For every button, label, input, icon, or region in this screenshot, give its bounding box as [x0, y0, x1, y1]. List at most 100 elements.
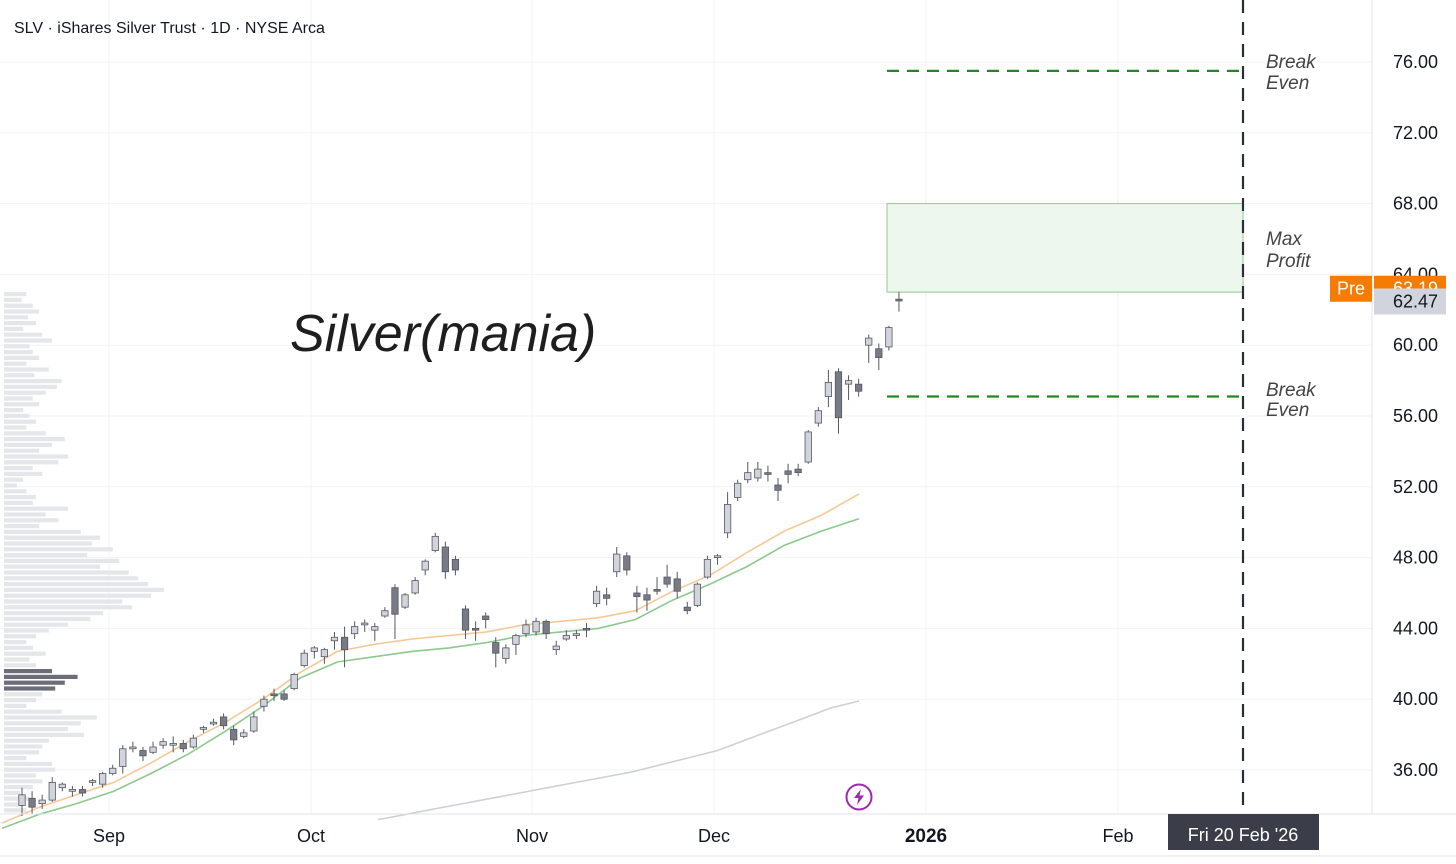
candle: [401, 593, 409, 609]
volume-profile-bar: [4, 599, 123, 604]
y-tick-label: 44.00: [1393, 618, 1438, 638]
candle: [240, 729, 248, 739]
candle-body: [482, 615, 490, 620]
candle: [693, 582, 701, 608]
volume-profile-bar: [4, 576, 139, 581]
volume-profile-bar: [4, 767, 56, 772]
volume-profile-bar: [4, 622, 68, 627]
candle: [209, 718, 218, 726]
candle-body: [633, 592, 641, 597]
candle: [270, 688, 278, 701]
candle: [421, 559, 429, 576]
candle: [351, 621, 359, 640]
volume-profile-bar: [4, 692, 43, 697]
volume-profile-bar: [4, 547, 113, 552]
candle-body: [18, 794, 26, 806]
volume-profile-bar: [4, 454, 68, 459]
candle: [219, 713, 228, 730]
candle: [824, 369, 833, 408]
candle: [381, 607, 389, 618]
candle-body: [28, 797, 36, 808]
candle: [512, 633, 520, 655]
candle-body: [461, 608, 470, 631]
break-even-lower-line1: Break: [1266, 380, 1317, 401]
candle-body: [703, 558, 712, 578]
x-tick-label: 2026: [905, 826, 947, 847]
candle-body: [391, 587, 399, 615]
volume-profile-bar: [4, 332, 43, 337]
expiry-date-tag-bg: [1168, 814, 1319, 850]
volume-profile-bar: [4, 483, 17, 488]
volume-profile-bar: [4, 379, 62, 384]
candle-body: [431, 535, 439, 551]
volume-profile: [4, 292, 164, 813]
candle: [794, 463, 802, 477]
volume-profile-bar: [4, 674, 78, 679]
candle: [703, 555, 712, 579]
candle: [814, 407, 822, 427]
volume-profile-bar: [4, 315, 28, 320]
candle-body: [734, 482, 742, 498]
candle-body: [542, 620, 550, 635]
volume-profile-bar: [4, 431, 46, 436]
y-tick-label: 68.00: [1393, 194, 1438, 214]
annotation-text[interactable]: Silver(mania): [290, 305, 596, 363]
volume-profile-bar: [4, 703, 27, 708]
candle: [179, 739, 187, 753]
candle-body: [320, 649, 329, 658]
lightning-icon[interactable]: [845, 783, 873, 811]
volume-profile-bar: [4, 442, 52, 447]
volume-profile-bar: [4, 413, 30, 418]
candle-body: [159, 741, 167, 746]
candle: [451, 555, 460, 576]
volume-profile-bar: [4, 309, 40, 314]
time-axis[interactable]: Sep Oct Nov Dec 2026 Feb: [93, 826, 1134, 847]
candle: [119, 745, 127, 774]
candle: [99, 771, 107, 788]
volume-profile-bar: [4, 698, 36, 703]
candle-body: [764, 472, 772, 475]
candle: [522, 619, 530, 638]
candle-body: [129, 746, 137, 750]
candle: [784, 463, 792, 484]
candle-body: [99, 773, 107, 785]
x-tick-label: Feb: [1102, 826, 1133, 846]
candle: [804, 430, 812, 464]
candle: [855, 378, 863, 397]
candle-body: [492, 642, 500, 654]
volume-profile-bar: [4, 686, 56, 691]
candle-body: [824, 381, 833, 397]
candle: [834, 368, 843, 434]
volume-profile-bar: [4, 564, 100, 569]
candle-body: [683, 606, 691, 612]
candle-body: [260, 698, 268, 707]
volume-profile-bar: [4, 402, 40, 407]
volume-profile-bar: [4, 448, 40, 453]
max-profit-zone: [886, 203, 1244, 293]
candle-body: [653, 589, 661, 592]
x-tick-label: Nov: [516, 826, 548, 846]
ma-fast-line: [1, 493, 860, 824]
candle: [320, 647, 329, 664]
volume-profile-bar: [4, 338, 52, 343]
candle-body: [844, 380, 853, 385]
volume-profile-bar: [4, 361, 27, 366]
volume-profile-bar: [4, 553, 88, 558]
candle-body: [552, 645, 560, 651]
candle-body: [48, 781, 56, 801]
y-tick-label: 52.00: [1393, 477, 1438, 497]
price-axis[interactable]: 76.0072.0068.0064.0060.0056.0052.0048.00…: [1393, 52, 1438, 780]
max-profit-line1: Max: [1266, 229, 1303, 250]
volume-profile-bar: [4, 419, 36, 424]
candle: [290, 672, 298, 691]
volume-profile-bar: [4, 640, 27, 645]
volume-profile-bar: [4, 477, 24, 482]
candle: [764, 465, 772, 482]
candle: [48, 777, 56, 802]
volume-profile-bar: [4, 425, 27, 430]
candle-body: [774, 484, 782, 491]
volume-profile-bar: [4, 297, 22, 302]
candle-body: [663, 576, 671, 585]
